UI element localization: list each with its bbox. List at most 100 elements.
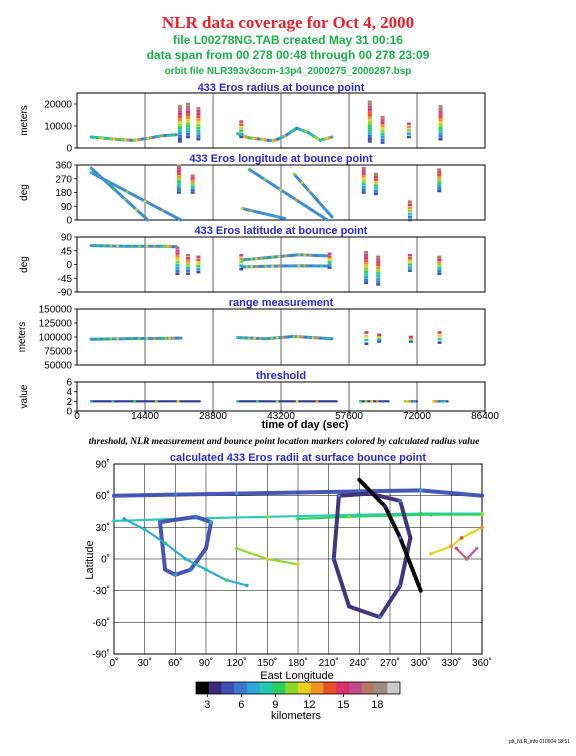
data-burst-mark [239,123,244,126]
data-burst-mark [327,263,332,267]
data-burst-mark [175,257,180,261]
data-point [309,132,313,136]
data-point [275,336,279,340]
data-burst-mark [437,181,442,185]
data-point [437,399,441,403]
data-burst-mark [175,266,180,270]
data-point [264,337,268,341]
data-burst-mark [327,252,332,256]
caption: threshold, NLR measurement and bounce po… [89,437,481,447]
data-point [307,189,311,193]
data-burst-mark [176,172,181,176]
map-point [234,491,239,496]
data-point [311,336,315,339]
data-burst-mark [176,169,181,173]
data-burst-mark [196,129,201,133]
data-point [109,244,113,248]
panel-4: range measurement 50000 75000 100000 125000 1… [17,297,486,372]
data-burst-mark [190,185,195,189]
data-burst-mark [176,167,181,170]
data-track [89,171,183,222]
data-point [163,244,167,248]
map-y-tick-label: 60˚ [96,490,110,502]
data-burst-mark [408,337,413,340]
data-burst-mark [361,177,366,181]
data-burst-mark [406,135,411,139]
y-tick-label: 360 [55,161,72,172]
map-y-tick-label: -30˚ [92,585,110,597]
map-point [378,615,382,619]
colorbar: 3 6 9 12 15 18 [195,681,401,711]
data-point [253,336,256,340]
data-point [292,172,296,176]
data-track [240,264,329,269]
data-burst-mark [367,124,372,127]
data-burst-mark [186,111,190,114]
data-burst-mark [367,100,372,104]
map-point [209,520,213,524]
map-point [194,515,198,519]
data-burst-mark [407,203,412,206]
data-burst-mark [438,104,443,108]
map-point [475,546,479,551]
map-point [188,567,193,572]
map-x-tick-label: 330˚ [441,657,461,669]
data-burst-mark [190,174,195,177]
data-point [149,136,153,140]
data-burst-mark [361,169,366,173]
data-burst-mark [376,277,381,281]
data-burst-mark [376,283,381,286]
data-track [89,336,183,341]
data-point [143,137,147,141]
data-burst-mark [327,260,332,264]
data-point [103,136,107,140]
data-point [315,198,319,202]
data-burst-mark [367,126,372,130]
data-burst-mark [190,191,195,194]
data-point [443,399,447,403]
data-point [296,335,300,339]
data-burst-mark [380,141,385,144]
data-burst-mark [376,255,381,259]
data-burst-mark [373,178,378,182]
map-point [224,578,229,582]
data-burst-mark [196,258,201,262]
data-burst-mark [373,175,378,179]
map-y-tick-label: -90˚ [92,649,110,661]
data-burst-mark [438,110,443,113]
data-burst-mark [327,258,332,261]
data-burst-mark [175,246,180,249]
data-burst-mark [438,132,443,135]
data-point [403,399,407,403]
map-point [480,493,484,498]
data-burst-mark [364,270,369,273]
map-x-tick-label: 300˚ [411,657,431,669]
data-point [133,399,137,403]
data-burst-mark [175,249,180,252]
data-burst-mark [361,180,366,183]
data-point [160,337,164,340]
data-point [125,190,129,194]
data-burst-mark [437,264,442,267]
panel-3: 433 Eros latitude at bounce point -90 -45 0… [19,225,486,299]
data-point [95,136,99,139]
data-burst-mark [408,340,413,343]
map-title: calculated 433 Eros radii at surface bou… [170,452,426,464]
data-track [240,207,287,220]
data-point [145,337,149,340]
data-point [171,245,175,249]
data-point [89,399,93,403]
data-burst-mark [373,187,378,190]
data-point [381,399,385,403]
data-burst-mark [361,166,366,170]
data-burst-mark [377,340,382,343]
data-burst-mark [364,259,369,262]
panel-1: 433 Eros radius at bounce point 0 10000 200… [19,82,486,155]
orbit-file: orbit file NLR393v3ocm-13p4_2000275_2000… [165,66,412,77]
data-point [290,264,294,268]
data-point [236,336,240,339]
data-point [264,264,268,268]
data-burst-mark [438,124,443,127]
y-tick-label: 0 [66,144,72,155]
